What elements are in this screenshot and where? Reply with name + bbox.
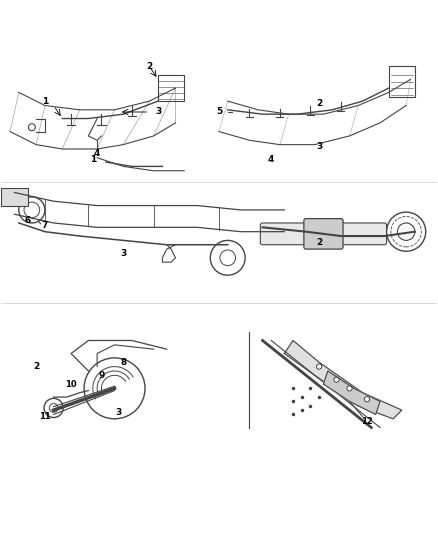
FancyBboxPatch shape [304,219,343,249]
Text: 1: 1 [90,156,96,164]
Text: 12: 12 [361,416,373,425]
Text: 1: 1 [42,96,48,106]
FancyBboxPatch shape [1,188,28,206]
Circle shape [347,386,352,391]
Text: 10: 10 [65,379,77,389]
Circle shape [364,397,370,402]
Text: 4: 4 [268,156,275,164]
Text: 2: 2 [146,62,152,71]
Text: 2: 2 [316,99,322,108]
Text: 6: 6 [25,216,31,225]
Text: 3: 3 [116,408,122,417]
Text: 4: 4 [94,149,100,158]
Text: 8: 8 [120,358,127,367]
Polygon shape [284,341,402,419]
Text: 9: 9 [98,371,105,380]
Text: 5: 5 [216,108,222,117]
Text: 3: 3 [120,249,127,258]
FancyBboxPatch shape [260,223,387,245]
Circle shape [334,377,339,382]
Text: 2: 2 [316,238,322,247]
Text: 7: 7 [42,221,48,230]
Text: 2: 2 [33,362,39,371]
Text: 3: 3 [155,108,161,117]
Circle shape [317,364,322,369]
Polygon shape [323,371,380,415]
Text: 11: 11 [39,412,51,421]
Text: 3: 3 [316,142,322,151]
